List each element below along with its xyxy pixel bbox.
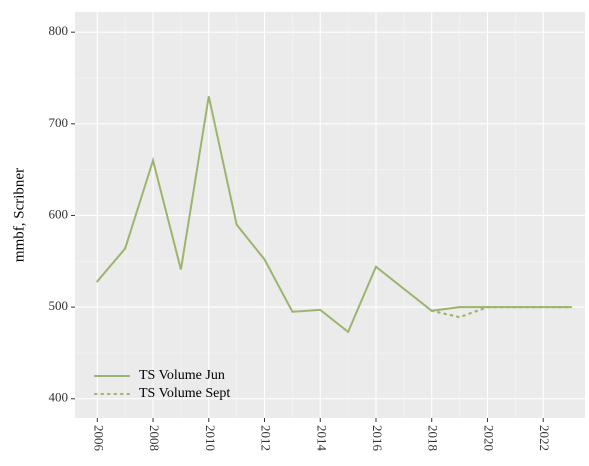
x-tick-label: 2018 xyxy=(426,425,441,451)
x-tick-label: 2008 xyxy=(147,425,162,451)
x-tick-label: 2010 xyxy=(203,425,218,451)
line-series xyxy=(430,306,573,319)
x-tick-label: 2022 xyxy=(537,425,552,451)
legend-label: TS Volume Sept xyxy=(139,386,230,401)
x-tick-label: 2014 xyxy=(314,425,329,452)
legend-label: TS Volume Jun xyxy=(139,368,225,383)
y-tick-label: 400 xyxy=(49,390,69,405)
y-tick-label: 600 xyxy=(49,206,69,221)
x-tick-label: 2016 xyxy=(370,425,385,452)
x-tick-label: 2020 xyxy=(481,425,496,451)
y-tick-label: 700 xyxy=(49,115,69,130)
y-tick-label: 800 xyxy=(49,23,69,38)
y-axis-label: mmbf, Scribner xyxy=(11,168,27,262)
y-tick-label: 500 xyxy=(49,298,69,313)
x-tick-label: 2006 xyxy=(91,425,106,452)
x-tick-label: 2012 xyxy=(259,425,274,451)
